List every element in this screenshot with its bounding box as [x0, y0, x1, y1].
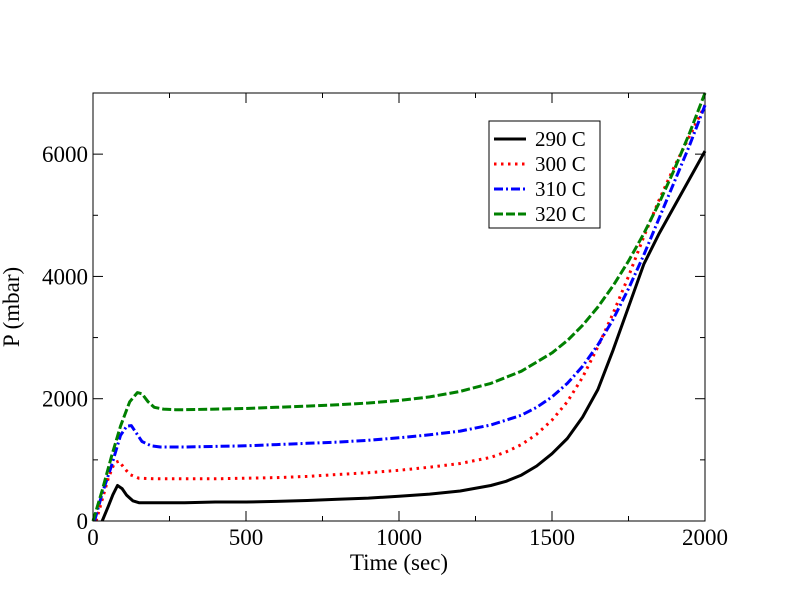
- series-line-320c: [91, 92, 707, 522]
- x-tick-label: 1500: [529, 525, 575, 550]
- y-tick-label: 6000: [42, 142, 88, 167]
- x-tick-label: 1000: [376, 525, 422, 550]
- legend: 290 C 300 C 310 C 320 C: [488, 120, 601, 229]
- series-line-290c: [100, 150, 707, 522]
- legend-label-290c: 290 C: [535, 127, 586, 151]
- x-axis-title: Time (sec): [350, 550, 448, 575]
- x-tick-label: 2000: [682, 525, 728, 550]
- plot-area: [92, 92, 706, 522]
- x-tick-label: 0: [87, 525, 99, 550]
- series-layer: [91, 92, 707, 522]
- tick-layer: 0 500 1000 1500 2000 0 2000 4000 6000: [42, 92, 728, 550]
- y-axis-title: P (mbar): [0, 267, 24, 347]
- y-tick-label: 4000: [42, 264, 88, 289]
- legend-label-320c: 320 C: [535, 202, 586, 226]
- series-line-300c: [94, 104, 707, 522]
- series-line-310c: [93, 104, 707, 522]
- legend-label-300c: 300 C: [535, 152, 586, 176]
- legend-label-310c: 310 C: [535, 177, 586, 201]
- x-tick-label: 500: [229, 525, 264, 550]
- y-tick-label: 2000: [42, 387, 88, 412]
- y-tick-label: 0: [77, 509, 89, 534]
